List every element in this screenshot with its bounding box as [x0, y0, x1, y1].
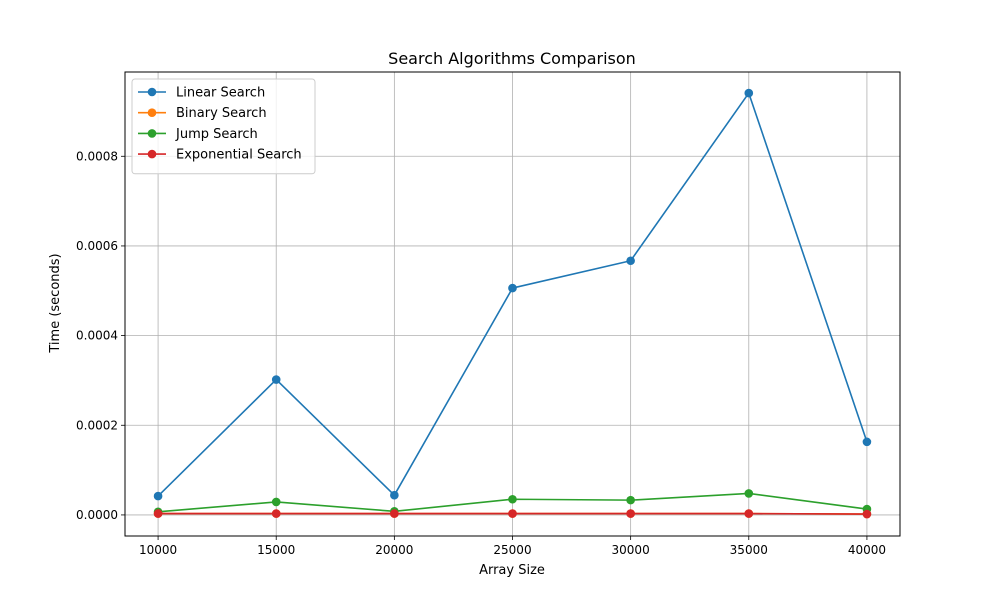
x-axis-label: Array Size [479, 563, 545, 578]
x-tick-label: 20000 [375, 543, 413, 557]
data-point-exponential-search [508, 509, 517, 518]
legend: Linear Search Binary Search Jump Search Exp… [132, 79, 315, 174]
legend-label: Binary Search [176, 106, 267, 121]
data-point-jump-search [272, 498, 281, 507]
series-exponential-search [154, 509, 871, 518]
data-point-linear-search [508, 284, 517, 293]
data-point-exponential-search [272, 509, 281, 518]
data-point-linear-search [863, 438, 872, 447]
y-tick-label: 0.0008 [76, 149, 118, 163]
data-point-jump-search [744, 489, 753, 498]
data-point-jump-search [508, 495, 517, 504]
y-axis-label: Time (seconds) [48, 253, 63, 353]
legend-label: Exponential Search [176, 148, 302, 163]
y-tick-label: 0.0002 [76, 418, 118, 432]
y-tick-label: 0.0006 [76, 239, 118, 253]
data-point-jump-search [626, 496, 635, 505]
data-point-linear-search [154, 492, 163, 501]
legend-label: Linear Search [176, 86, 265, 101]
data-point-linear-search [744, 89, 753, 98]
x-tick-label: 30000 [612, 543, 650, 557]
data-point-linear-search [390, 491, 399, 500]
y-tick-label: 0.0000 [76, 508, 118, 522]
x-tick-label: 35000 [730, 543, 768, 557]
data-point-exponential-search [626, 509, 635, 518]
data-point-exponential-search [390, 509, 399, 518]
legend-marker [148, 88, 157, 97]
x-tick-label: 10000 [139, 543, 177, 557]
legend-marker [148, 129, 157, 138]
y-axis: 0.0000 0.0002 0.0004 0.0006 0.0008 [76, 149, 125, 522]
data-point-exponential-search [744, 509, 753, 518]
legend-label: Jump Search [175, 127, 258, 142]
data-point-exponential-search [154, 509, 163, 518]
x-tick-label: 40000 [848, 543, 886, 557]
y-tick-label: 0.0004 [76, 329, 118, 343]
x-tick-label: 15000 [257, 543, 295, 557]
x-axis: 10000 15000 20000 25000 30000 35000 40000 [139, 536, 886, 557]
chart-title: Search Algorithms Comparison [388, 49, 636, 68]
data-point-linear-search [626, 256, 635, 265]
x-tick-label: 25000 [493, 543, 531, 557]
legend-marker [148, 150, 157, 159]
data-point-linear-search [272, 375, 281, 384]
data-point-exponential-search [863, 510, 872, 519]
legend-marker [148, 108, 157, 117]
